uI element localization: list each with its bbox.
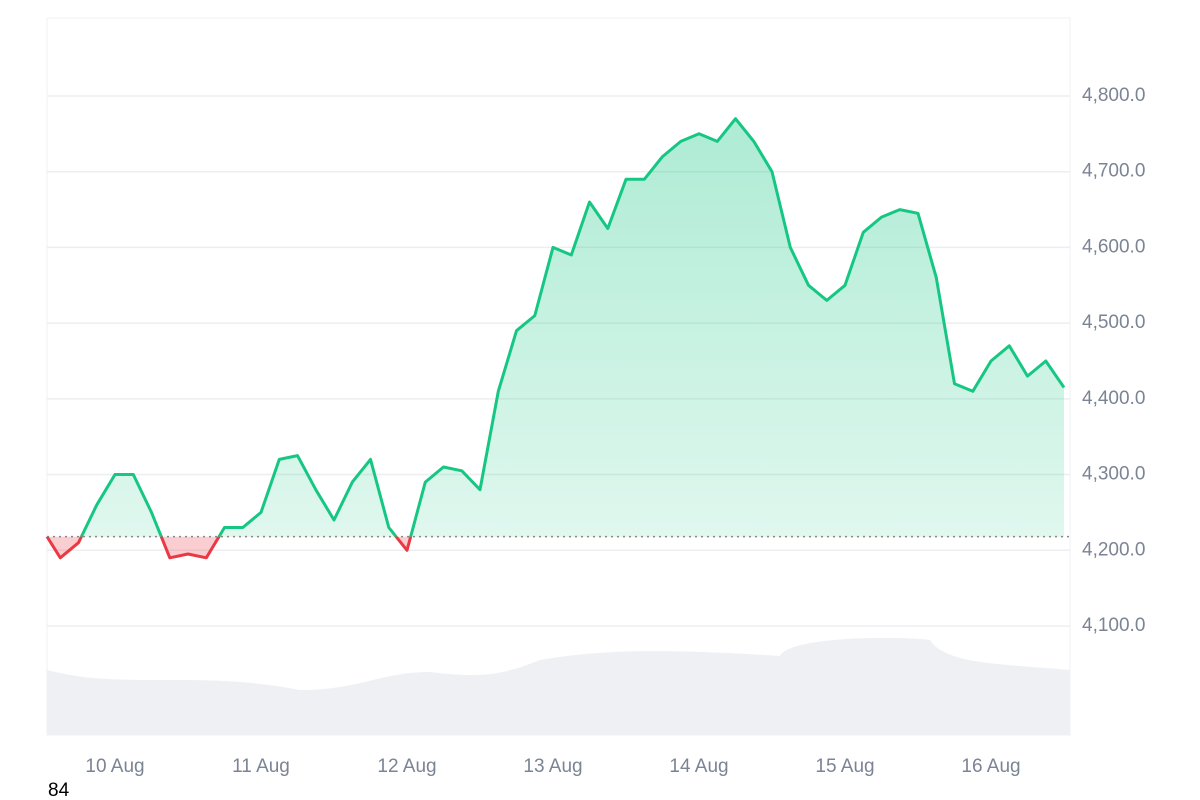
y-tick-label: 4,200.0: [1082, 539, 1145, 560]
area-up: [47, 118, 1064, 537]
y-tick-label: 4,300.0: [1082, 464, 1145, 485]
x-tick-label: 16 Aug: [961, 756, 1020, 777]
x-tick-label: 14 Aug: [669, 756, 728, 777]
y-tick-label: 4,800.0: [1082, 85, 1145, 106]
price-line-down: [45, 536, 413, 560]
footer-text: 84: [48, 780, 70, 800]
y-tick-label: 4,400.0: [1082, 388, 1145, 409]
x-tick-label: 15 Aug: [815, 756, 874, 777]
y-tick-label: 4,500.0: [1082, 312, 1145, 333]
x-tick-label: 12 Aug: [377, 756, 436, 777]
price-line-up: [46, 117, 1066, 537]
x-tick-label: 11 Aug: [232, 756, 290, 777]
x-tick-label: 13 Aug: [523, 756, 582, 777]
y-tick-label: 4,100.0: [1082, 615, 1145, 636]
y-tick-label: 4,600.0: [1082, 236, 1145, 257]
volume-area: [47, 637, 1070, 735]
x-tick-label: 10 Aug: [85, 756, 144, 777]
y-tick-label: 4,700.0: [1082, 161, 1145, 182]
